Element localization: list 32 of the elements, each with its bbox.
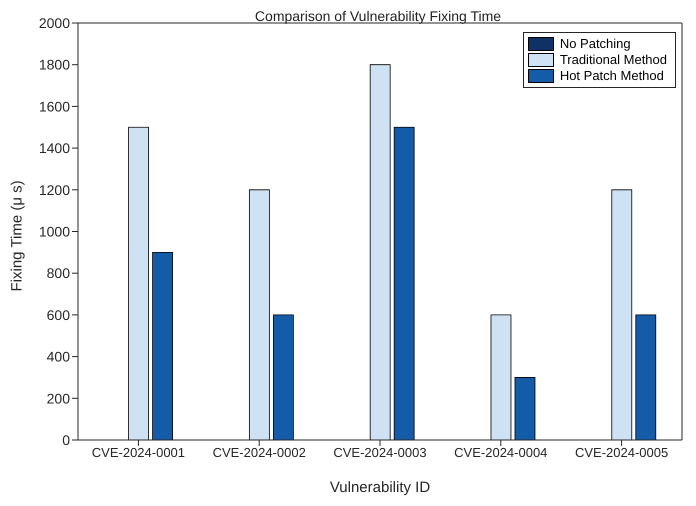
y-tick-label: 1200 (38, 182, 70, 198)
legend-label: No Patching (560, 36, 631, 52)
bar (152, 252, 173, 440)
y-tick-label: 1800 (38, 56, 70, 73)
bar (611, 189, 632, 440)
y-tick-label: 1000 (38, 223, 70, 240)
bar (248, 189, 270, 440)
y-tick-label: 400 (46, 348, 70, 365)
y-tick-label: 1600 (38, 98, 70, 114)
chart-title: Comparison of Vulnerability Fixing Time (254, 8, 502, 24)
x-tick-label: CVE-2024-0003 (333, 445, 427, 460)
y-tick-label: 200 (46, 390, 70, 406)
x-tick-label: CVE-2024-0005 (574, 445, 668, 460)
x-tick-label: CVE-2024-0002 (212, 445, 306, 460)
y-tick-label: 2000 (38, 14, 70, 31)
y-axis-title: Fixing Time (μ s) (8, 180, 26, 292)
bar (370, 64, 391, 440)
y-tick-label: 0 (62, 432, 70, 448)
x-tick-label: CVE-2024-0004 (454, 445, 548, 460)
bar (272, 314, 294, 440)
bar (394, 126, 415, 440)
y-tick-label: 1400 (38, 140, 70, 156)
legend-label: Traditional Method (560, 52, 667, 68)
bar (490, 314, 512, 440)
legend-label: Hot Patch Method (560, 68, 664, 84)
y-tick-label: 800 (46, 265, 70, 282)
x-axis-title: Vulnerability ID (330, 479, 430, 496)
bar (514, 377, 536, 440)
bar (128, 126, 149, 440)
y-tick-label: 600 (46, 306, 70, 323)
bar (635, 314, 656, 440)
x-tick-label: CVE-2024-0001 (92, 445, 186, 460)
